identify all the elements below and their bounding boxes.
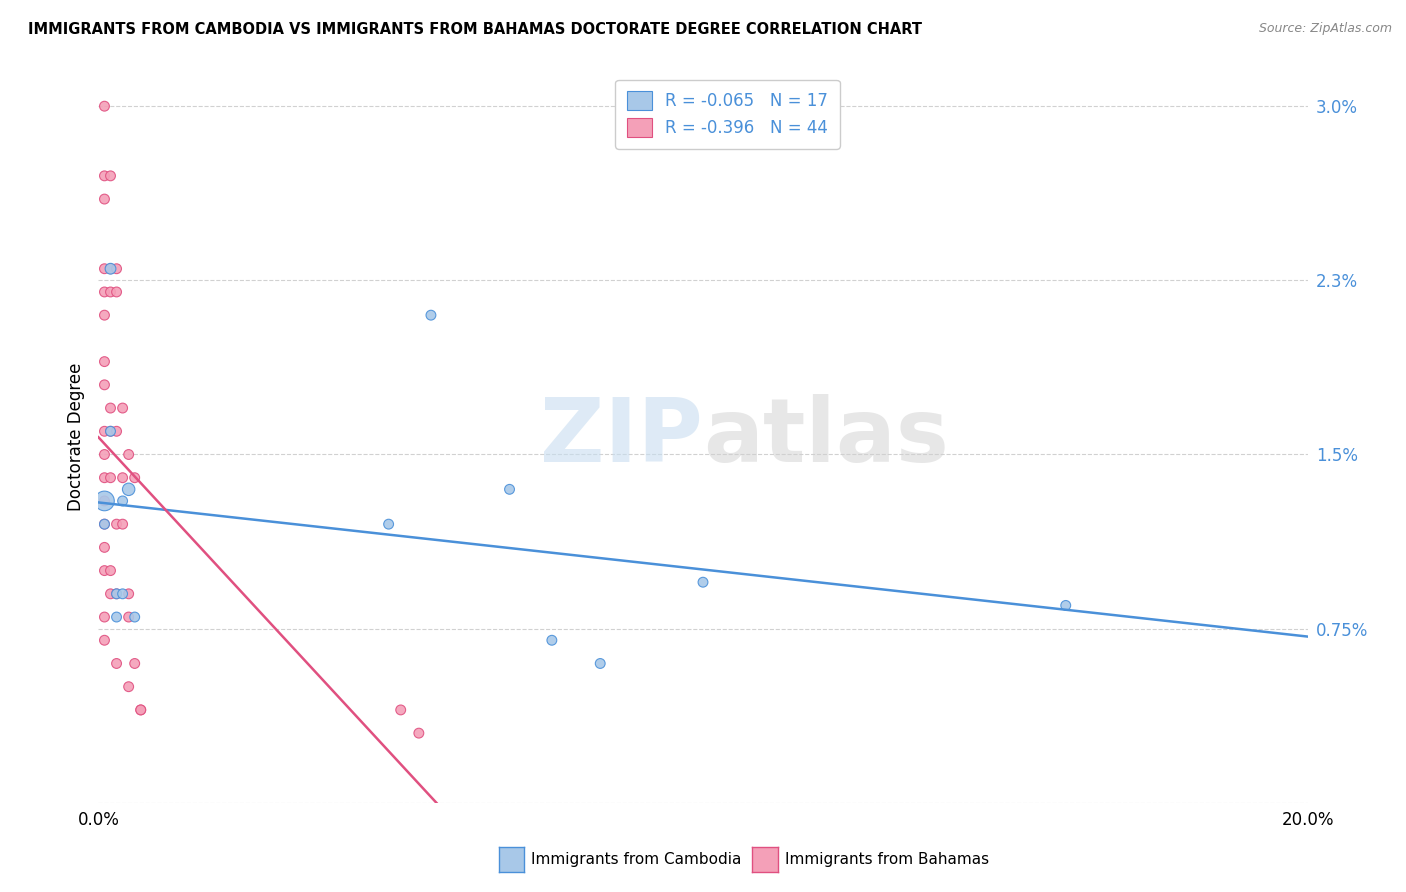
Legend: R = -0.065   N = 17, R = -0.396   N = 44: R = -0.065 N = 17, R = -0.396 N = 44 [616,79,839,149]
Text: Immigrants from Bahamas: Immigrants from Bahamas [785,853,988,867]
Point [105,587,128,601]
Point [118,587,141,601]
Point [111,494,134,508]
Point [93,541,115,555]
Point [129,703,152,717]
Point [589,657,612,671]
Point [124,657,146,671]
Point [93,424,115,438]
Point [100,261,122,276]
Point [124,610,146,624]
Point [498,483,520,497]
Point [100,424,122,438]
Point [124,471,146,485]
Point [111,401,134,415]
Point [389,703,412,717]
Text: atlas: atlas [703,393,949,481]
Point [93,192,115,206]
Point [93,354,115,368]
Point [408,726,430,740]
Point [105,657,128,671]
Text: Source: ZipAtlas.com: Source: ZipAtlas.com [1258,22,1392,36]
Point [100,564,122,578]
Point [111,471,134,485]
Point [118,448,141,462]
Y-axis label: Doctorate Degree: Doctorate Degree [66,363,84,511]
Point [105,587,128,601]
Point [93,494,115,508]
Point [118,680,141,694]
Point [118,610,141,624]
Point [93,448,115,462]
Point [93,377,115,392]
Point [111,587,134,601]
Point [93,285,115,299]
Point [1054,599,1077,613]
Point [93,494,115,508]
Point [93,261,115,276]
Point [100,587,122,601]
Point [420,308,443,322]
Point [93,564,115,578]
Point [100,261,122,276]
Point [100,285,122,299]
Point [93,633,115,648]
Text: ZIP: ZIP [540,393,703,481]
Point [105,261,128,276]
Text: IMMIGRANTS FROM CAMBODIA VS IMMIGRANTS FROM BAHAMAS DOCTORATE DEGREE CORRELATION: IMMIGRANTS FROM CAMBODIA VS IMMIGRANTS F… [28,22,922,37]
Point [105,285,128,299]
Point [540,633,562,648]
Point [129,703,152,717]
Point [100,424,122,438]
Point [100,169,122,183]
Point [93,610,115,624]
Text: Immigrants from Cambodia: Immigrants from Cambodia [531,853,742,867]
Point [93,308,115,322]
Point [105,517,128,532]
Point [93,517,115,532]
Point [105,424,128,438]
Point [93,517,115,532]
Point [111,517,134,532]
Point [377,517,399,532]
Point [105,610,128,624]
Point [100,471,122,485]
Point [93,169,115,183]
Point [692,575,714,590]
Point [93,99,115,113]
Point [93,471,115,485]
Point [100,401,122,415]
Point [118,483,141,497]
